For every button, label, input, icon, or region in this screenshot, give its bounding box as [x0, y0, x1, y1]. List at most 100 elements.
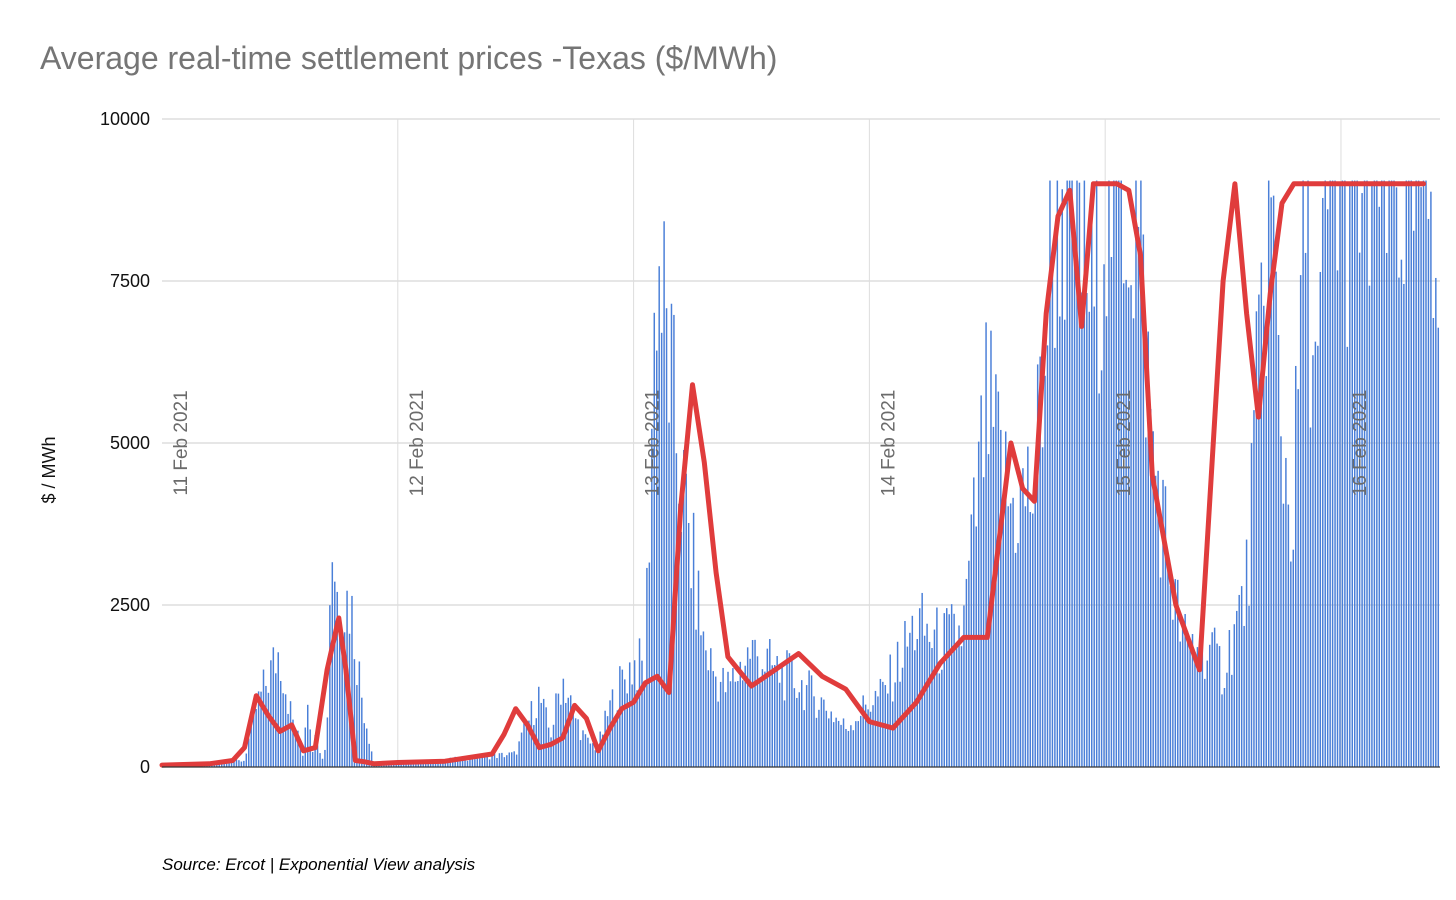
price-bar [1339, 186, 1341, 768]
price-bar [297, 730, 299, 767]
price-bar [412, 763, 415, 767]
price-bar [584, 734, 587, 767]
price-bar [267, 692, 270, 767]
price-bar [329, 605, 331, 767]
source-note: Source: Ercot | Exponential View analysi… [162, 855, 476, 874]
price-bar [1422, 180, 1425, 767]
price-bar [1098, 393, 1100, 767]
date-labels: 11 Feb 2021 12 Feb 2021 13 Feb 2021 14 Feb … [171, 390, 1371, 497]
price-bar [447, 759, 449, 767]
date-label: 16 Feb 2021 [1350, 390, 1371, 497]
price-bar [277, 652, 279, 767]
price-bar [1056, 180, 1059, 767]
price-bar [796, 697, 798, 767]
price-bar [1393, 180, 1395, 767]
price-bar [651, 428, 653, 767]
price-bar [953, 613, 955, 767]
price-bar [643, 680, 646, 767]
price-bar [1437, 327, 1440, 767]
price-bar [316, 745, 319, 767]
price-bar [1263, 305, 1265, 767]
price-bar [904, 620, 906, 767]
price-bar [1233, 624, 1236, 767]
price-bar [1181, 622, 1184, 767]
price-bar [850, 725, 852, 767]
price-bar [719, 681, 722, 767]
price-bar [823, 699, 825, 767]
price-bar [1236, 610, 1238, 767]
price-bar [1179, 641, 1181, 767]
price-bar [1430, 191, 1432, 768]
price-bar [825, 710, 828, 767]
price-bar [1400, 259, 1403, 767]
price-bar [432, 762, 434, 767]
price-bar [579, 740, 582, 767]
price-bar [400, 764, 402, 767]
price-bar [636, 690, 638, 767]
price-bar [1432, 318, 1435, 767]
price-bar [486, 754, 488, 767]
price-bar [914, 650, 916, 767]
price-bar [855, 721, 857, 767]
price-bar [1204, 678, 1206, 767]
price-bar [488, 759, 491, 767]
price-bar [776, 656, 778, 767]
price-bar [270, 660, 272, 767]
price-bar [405, 763, 407, 767]
price-bar [891, 701, 894, 767]
price-bar [835, 717, 837, 767]
price-bar [1408, 180, 1410, 767]
price-bar [469, 756, 471, 767]
price-bar [1231, 674, 1233, 767]
y-axis-ticks: 0 2500 5000 7500 10000 [100, 109, 150, 777]
price-bar [1120, 180, 1122, 767]
price-bar [279, 680, 282, 767]
price-bar [759, 683, 761, 767]
price-bar [523, 723, 525, 767]
price-bar [1027, 446, 1029, 767]
price-bar [754, 639, 756, 767]
price-bar [1373, 180, 1376, 767]
price-bar [1322, 197, 1324, 767]
price-bar [734, 681, 737, 767]
price-bar [1319, 271, 1322, 767]
price-bar [960, 646, 963, 767]
price-bar [474, 759, 476, 767]
price-bar [1435, 277, 1437, 767]
date-label: 14 Feb 2021 [878, 390, 899, 497]
price-bar [466, 760, 469, 767]
price-bar [678, 503, 680, 767]
price-bar [569, 695, 572, 767]
price-bar [692, 512, 695, 767]
price-bar [250, 717, 252, 767]
price-bar [1007, 506, 1009, 767]
price-bar [557, 693, 560, 767]
price-bar [744, 665, 746, 767]
price-bar [955, 646, 958, 767]
price-bar [1243, 625, 1245, 767]
price-bar [877, 696, 879, 767]
price-bar [334, 581, 336, 767]
price-bar [717, 701, 719, 767]
price-bar [810, 675, 813, 767]
price-bar [1270, 197, 1272, 767]
price-bar [852, 730, 855, 767]
price-bar [1159, 577, 1162, 767]
price-bar [965, 578, 968, 767]
price-bar [1307, 180, 1309, 767]
price-bar [1331, 180, 1334, 767]
price-bar [508, 752, 511, 767]
price-bar [791, 660, 793, 767]
price-bar [985, 322, 987, 767]
price-bar [1061, 189, 1063, 767]
price-bar [990, 330, 992, 767]
price-bar [1032, 513, 1034, 767]
price-bar [695, 629, 697, 767]
price-bar [1358, 252, 1361, 767]
price-bar [805, 685, 808, 767]
price-bar [889, 654, 891, 767]
price-bar [1154, 475, 1157, 767]
y-tick-label: 2500 [110, 595, 150, 615]
price-bar [1258, 294, 1260, 767]
price-bar [1326, 209, 1329, 767]
